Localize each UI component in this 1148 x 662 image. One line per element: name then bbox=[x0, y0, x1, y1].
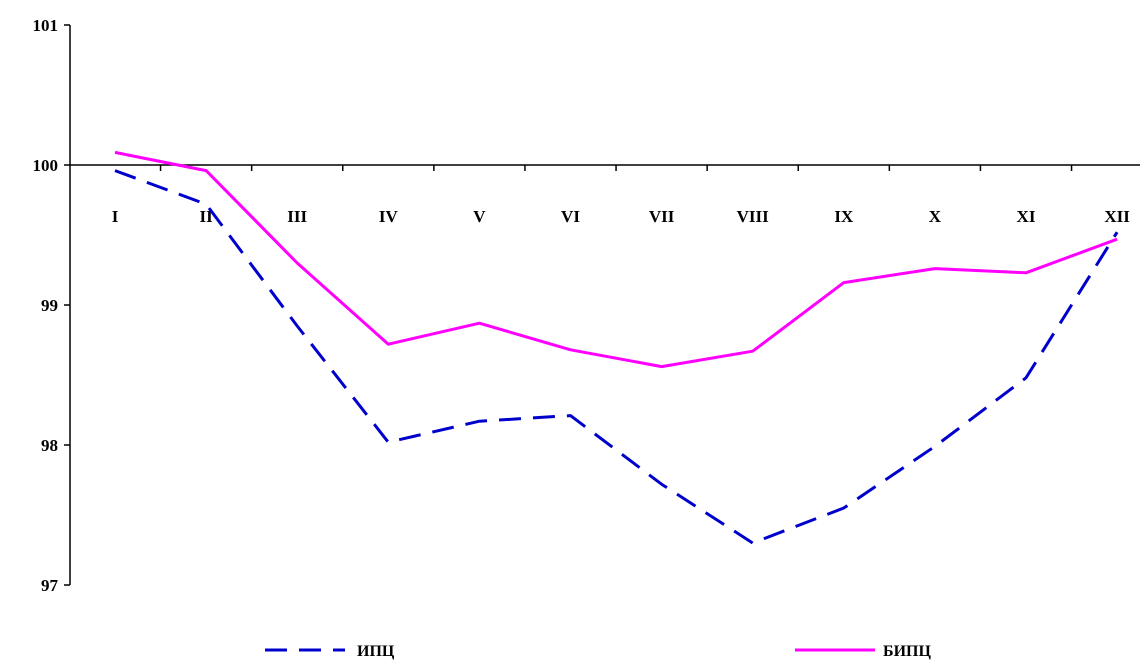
x-tick-label: IX bbox=[834, 207, 854, 226]
x-tick-label: IV bbox=[379, 207, 399, 226]
x-tick-label: X bbox=[929, 207, 942, 226]
y-tick-label: 99 bbox=[41, 296, 58, 315]
legend-label: БИПЦ bbox=[883, 643, 931, 660]
x-tick-label: V bbox=[473, 207, 486, 226]
series-line-bipc bbox=[114, 150, 1118, 369]
y-tick-label: 97 bbox=[41, 576, 59, 595]
x-tick-label: III bbox=[287, 207, 307, 226]
series-lines bbox=[114, 150, 1119, 545]
legend: ИПЦ БИПЦ bbox=[265, 643, 931, 660]
x-tick-label: VI bbox=[561, 207, 580, 226]
legend-label: ИПЦ bbox=[357, 643, 395, 660]
x-axis: I II III IV V VI VII VIII IX X XI XII bbox=[70, 164, 1140, 226]
y-axis: 97 98 99 100 101 bbox=[33, 16, 71, 595]
x-tick-label: XII bbox=[1104, 207, 1130, 226]
x-tick-label: VIII bbox=[737, 207, 770, 226]
y-tick-label: 100 bbox=[33, 156, 59, 175]
y-tick-label: 101 bbox=[33, 16, 59, 35]
x-tick-label: I bbox=[112, 207, 119, 226]
y-tick-label: 98 bbox=[41, 436, 58, 455]
x-tick-label: II bbox=[199, 207, 213, 226]
series-line-ipc bbox=[114, 169, 1119, 545]
x-tick-label: XI bbox=[1017, 207, 1036, 226]
x-tick-label: VII bbox=[649, 207, 675, 226]
